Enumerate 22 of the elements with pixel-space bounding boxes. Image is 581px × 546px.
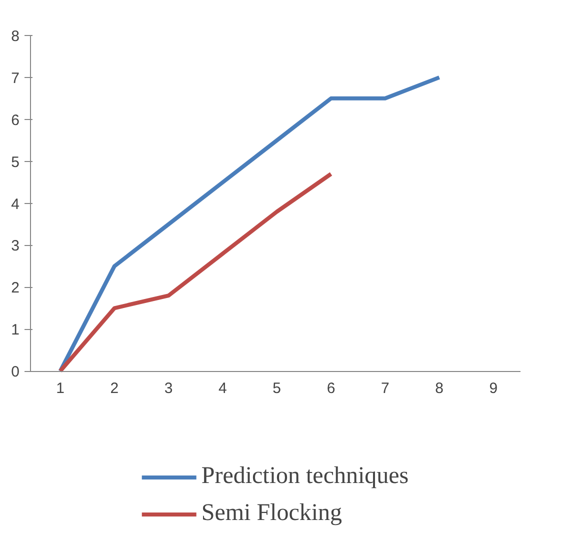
x-tick-label: 2 (110, 380, 119, 398)
x-tick-label: 3 (164, 380, 173, 398)
x-tick-label: 7 (380, 380, 390, 398)
y-tick-label: 7 (11, 70, 20, 87)
y-tick-label: 1 (11, 322, 20, 339)
line-series (58, 172, 333, 374)
y-tick-label: 3 (11, 238, 20, 255)
y-tick-label: 5 (11, 154, 20, 171)
x-tick-label: 4 (218, 380, 227, 398)
y-tick-label: 6 (11, 112, 20, 129)
legend-label: Prediction techniques (201, 463, 409, 490)
legend-label: Semi Flocking (201, 500, 342, 527)
y-tick-label: 2 (11, 280, 20, 297)
x-tick-label: 6 (326, 380, 336, 398)
x-tick-label: 5 (272, 380, 282, 398)
x-tick-label: 1 (56, 380, 64, 398)
y-tick-label: 4 (11, 196, 20, 213)
x-tick-label: 8 (435, 380, 444, 398)
x-tick-label: 9 (489, 380, 498, 398)
y-tick-label: 0 (11, 364, 20, 381)
y-tick-label: 8 (11, 28, 20, 45)
line-series (58, 75, 442, 374)
